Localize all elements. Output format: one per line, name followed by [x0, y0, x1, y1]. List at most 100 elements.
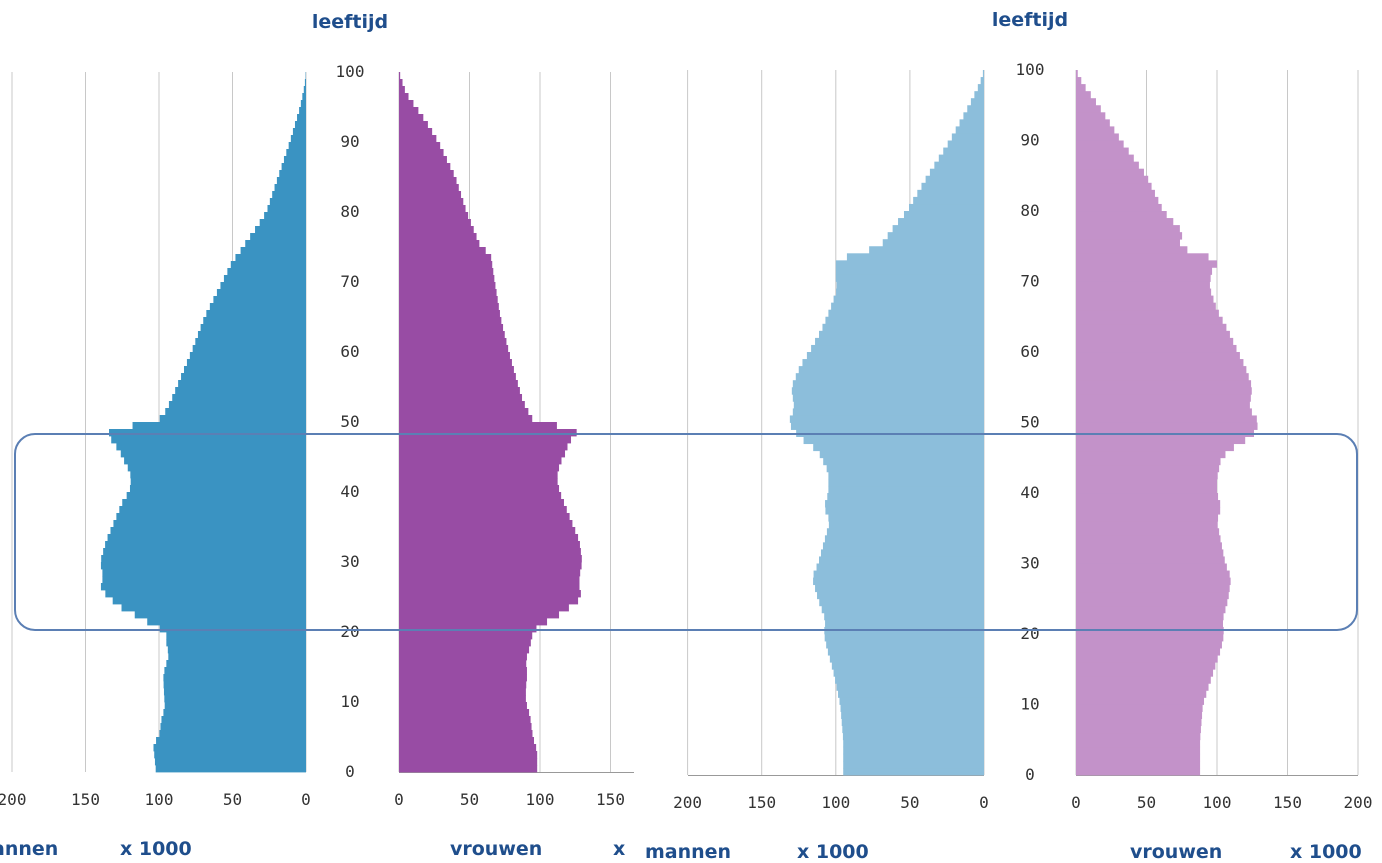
men-label: annen: [0, 838, 58, 860]
bar-women-age-2: [1076, 753, 1201, 762]
bar-women-age-78: [1076, 218, 1174, 226]
bar-women-age-9: [399, 702, 527, 710]
bar-men-age-5: [842, 732, 984, 741]
bar-men-age-41: [130, 478, 306, 486]
bar-men-age-2: [154, 751, 306, 759]
tick-label-women-150: 150: [1273, 793, 1302, 812]
bar-men-age-45: [819, 450, 984, 459]
tick-label-men-150: 150: [71, 790, 100, 809]
bar-women-age-98: [399, 79, 403, 87]
age-tick-100: 100: [1016, 60, 1045, 79]
bar-women-age-38: [1076, 500, 1221, 508]
tick-label-men-150: 150: [747, 793, 776, 812]
bar-women-age-88: [1076, 147, 1129, 155]
bar-women-age-14: [399, 667, 527, 675]
bar-men-age-16: [829, 655, 984, 663]
bar-men-age-29: [100, 562, 306, 570]
bar-women-age-43: [1076, 464, 1220, 473]
bar-men-age-68: [216, 289, 306, 297]
tick-label-women-50: 50: [460, 790, 479, 809]
bar-women-age-24: [399, 597, 579, 605]
tick-label-men-100: 100: [145, 790, 174, 809]
bar-women-age-73: [399, 254, 492, 262]
bar-men-age-29: [816, 563, 984, 571]
bar-men-age-97: [303, 86, 306, 94]
bar-women-age-54: [399, 387, 520, 395]
bar-men-age-37: [119, 506, 306, 514]
bar-women-age-67: [1076, 295, 1214, 304]
bars: [789, 70, 1258, 776]
bar-women-age-56: [399, 373, 516, 381]
bar-men-age-26: [815, 584, 984, 593]
men-unit-label: x 1000: [120, 838, 192, 860]
bar-men-age-25: [105, 590, 306, 598]
bar-women-age-87: [1076, 154, 1134, 163]
age-tick-20: 20: [1020, 624, 1039, 643]
bar-men-age-90: [951, 133, 984, 141]
bar-women-age-89: [1076, 140, 1124, 148]
axis-ticks: 200 150 100 50 0 0 50 100 150 200 0 10 20 30 40 50 60 70 8…: [673, 60, 1372, 812]
bar-women-age-66: [1076, 302, 1216, 311]
bar-men-age-6: [842, 725, 984, 734]
bar-women-age-68: [399, 289, 497, 297]
bar-men-age-13: [835, 676, 984, 684]
men-label: mannen: [645, 841, 731, 863]
age-tick-50: 50: [1020, 413, 1039, 432]
bar-women-age-11: [1076, 690, 1207, 698]
bar-women-age-60: [1076, 344, 1237, 353]
bar-women-age-95: [1076, 98, 1096, 106]
age-tick-70: 70: [1020, 272, 1039, 291]
bar-men-age-4: [843, 739, 984, 748]
bar-women-age-53: [1076, 394, 1251, 402]
bar-men-age-43: [826, 464, 984, 473]
age-tick-30: 30: [340, 552, 359, 571]
bar-women-age-39: [1076, 493, 1219, 501]
age-tick-50: 50: [340, 412, 359, 431]
bar-women-age-77: [399, 226, 474, 234]
bar-men-age-57: [798, 366, 984, 374]
bar-men-age-46: [813, 443, 984, 452]
bar-men-age-74: [869, 246, 984, 254]
bar-women-age-75: [1076, 239, 1180, 247]
bar-men-age-11: [163, 688, 306, 696]
bar-men-age-4: [156, 737, 306, 745]
bar-men-age-83: [921, 182, 984, 191]
bar-men-age-84: [276, 177, 306, 185]
age-tick-40: 40: [1020, 483, 1039, 502]
bar-women-age-8: [1076, 711, 1203, 719]
bar-women-age-3: [1076, 746, 1201, 755]
bar-women-age-92: [1076, 119, 1110, 127]
bar-women-age-28: [399, 569, 581, 577]
bar-women-age-32: [1076, 542, 1222, 550]
tick-label-women-200: 200: [1344, 793, 1373, 812]
bar-women-age-6: [1076, 725, 1201, 734]
bar-men-age-60: [811, 344, 984, 353]
bar-women-age-79: [1076, 211, 1167, 219]
bar-men-age-6: [160, 723, 306, 731]
bar-women-age-84: [399, 177, 457, 185]
bar-women-age-45: [1076, 450, 1226, 459]
bar-men-age-42: [828, 471, 984, 480]
bar-men-age-17: [167, 646, 306, 654]
tick-label-men-50: 50: [223, 790, 242, 809]
bar-women-age-38: [399, 499, 564, 507]
bar-women-age-65: [399, 310, 500, 318]
bar-men-age-79: [264, 212, 306, 220]
bar-women-age-81: [1076, 196, 1159, 205]
tick-label-women-150: 150: [596, 790, 625, 809]
age-tick-80: 80: [340, 202, 359, 221]
bar-men-age-36: [828, 514, 984, 522]
bar-women-age-70: [1076, 274, 1211, 282]
bar-men-age-99: [982, 70, 984, 78]
bar-women-age-76: [399, 233, 477, 241]
bar-men-age-62: [819, 330, 984, 339]
bar-men-age-55: [178, 380, 306, 388]
bar-men-age-87: [283, 156, 306, 164]
bar-men-age-40: [129, 485, 306, 493]
bar-men-age-76: [887, 232, 984, 240]
bar-men-age-35: [828, 521, 984, 529]
bar-men-age-92: [959, 119, 984, 127]
bar-men-age-75: [882, 239, 984, 247]
bar-men-age-98: [980, 77, 984, 85]
bar-women-age-13: [1076, 676, 1211, 684]
